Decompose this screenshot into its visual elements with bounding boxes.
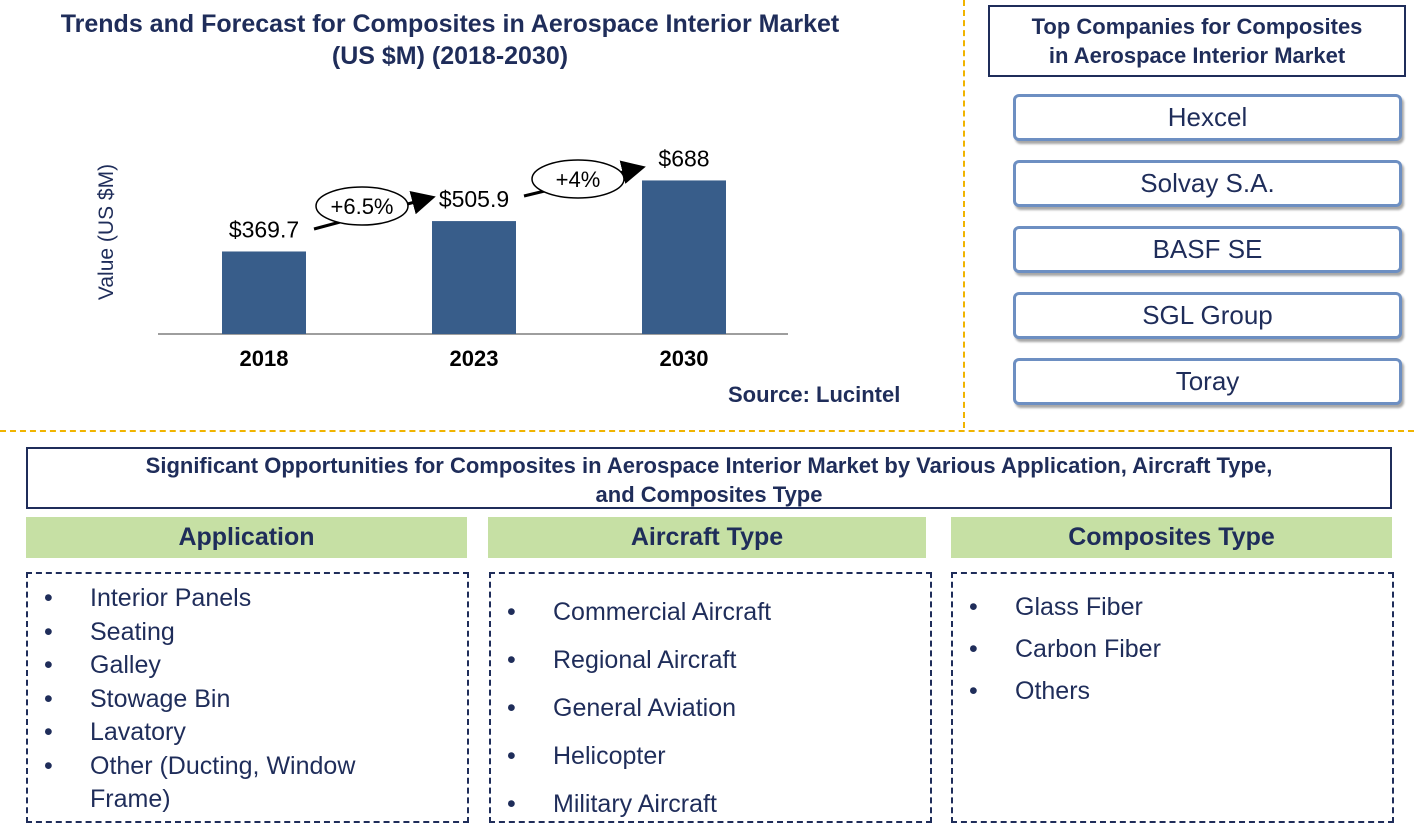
horizontal-divider (0, 430, 1414, 432)
chart-subtitle: (US $M) (2018-2030) (331, 42, 569, 70)
company-item: Hexcel (1013, 94, 1402, 141)
list-item: • Regional Aircraft (507, 646, 737, 674)
company-item: Solvay S.A. (1013, 160, 1402, 207)
chart-title: Trends and Forecast for Composites in Ae… (0, 8, 900, 72)
top-companies-title: Top Companies for Composites in Aerospac… (988, 5, 1406, 77)
list-item: • Stowage Bin (44, 684, 231, 713)
list-item: • Commercial Aircraft (507, 598, 772, 626)
category-heading-application: Application (26, 517, 467, 558)
growth-ellipse-2 (531, 159, 625, 199)
list-item: • Others (969, 677, 1091, 705)
x-tick-label-2023: 2023 (450, 346, 499, 371)
company-item: SGL Group (1013, 292, 1402, 339)
growth-label-1: +6.5% (331, 194, 394, 219)
y-axis-label: Value (US $M) (95, 164, 118, 300)
bar-2030 (642, 180, 726, 334)
application-list: • Interior Panels • Seating • Galley • Stowa… (44, 582, 430, 817)
list-item: • Galley (44, 651, 161, 679)
top-companies-title-line2: in Aerospace Interior Market (1048, 43, 1346, 68)
list-item: • Helicopter (507, 742, 666, 770)
bar-2023 (432, 221, 516, 334)
opportunities-title-line2: and Composites Type (595, 482, 823, 507)
opportunities-title-line1: Significant Opportunities for Composites… (145, 453, 1273, 478)
list-item: • Military Aircraft (507, 790, 717, 818)
x-tick-label-2030: 2030 (660, 346, 709, 371)
source-label: Source: Lucintel (728, 382, 901, 407)
data-label-2018: $369.7 (229, 216, 299, 242)
vertical-divider (963, 0, 965, 428)
list-item: • General Aviation (507, 694, 736, 722)
composites-type-list-box: • Glass Fiber • Carbon Fiber • Others (951, 572, 1394, 823)
category-heading-composites-type: Composites Type (951, 517, 1392, 558)
bar-chart: Value (US $M) $369.7 2018 $505.9 2023 $688 20… (95, 145, 788, 371)
application-list-box: • Interior Panels • Seating • Galley • Stowa… (26, 572, 469, 823)
list-item: • Other (Ducting, Window Frame) (44, 751, 356, 814)
list-item: • Interior Panels (44, 584, 252, 612)
growth-label-2: +4% (556, 167, 601, 192)
aircraft-type-list-box: • Commercial Aircraft • Regional Aircraft … (489, 572, 932, 823)
composites-type-list: • Glass Fiber • Carbon Fiber • Others (969, 586, 1375, 712)
list-item: • Glass Fiber (969, 593, 1143, 621)
bar-2018 (222, 251, 306, 334)
data-label-2023: $505.9 (439, 186, 509, 212)
top-companies-title-line1: Top Companies for Composites (1031, 14, 1363, 39)
list-item: • Lavatory (44, 718, 186, 746)
aircraft-type-list: • Commercial Aircraft • Regional Aircraft … (507, 588, 913, 828)
category-heading-aircraft-type: Aircraft Type (488, 517, 926, 558)
chart-title-line1: Trends and Forecast for Composites in Ae… (60, 10, 840, 38)
list-item: • Seating (44, 617, 175, 646)
company-item: BASF SE (1013, 226, 1402, 273)
data-label-2030: $688 (658, 145, 709, 171)
growth-ellipse-1 (315, 186, 409, 226)
company-item: Toray (1013, 358, 1402, 405)
list-item: • Carbon Fiber (969, 635, 1161, 663)
x-tick-label-2018: 2018 (240, 346, 289, 371)
opportunities-title: Significant Opportunities for Composites… (26, 447, 1392, 509)
